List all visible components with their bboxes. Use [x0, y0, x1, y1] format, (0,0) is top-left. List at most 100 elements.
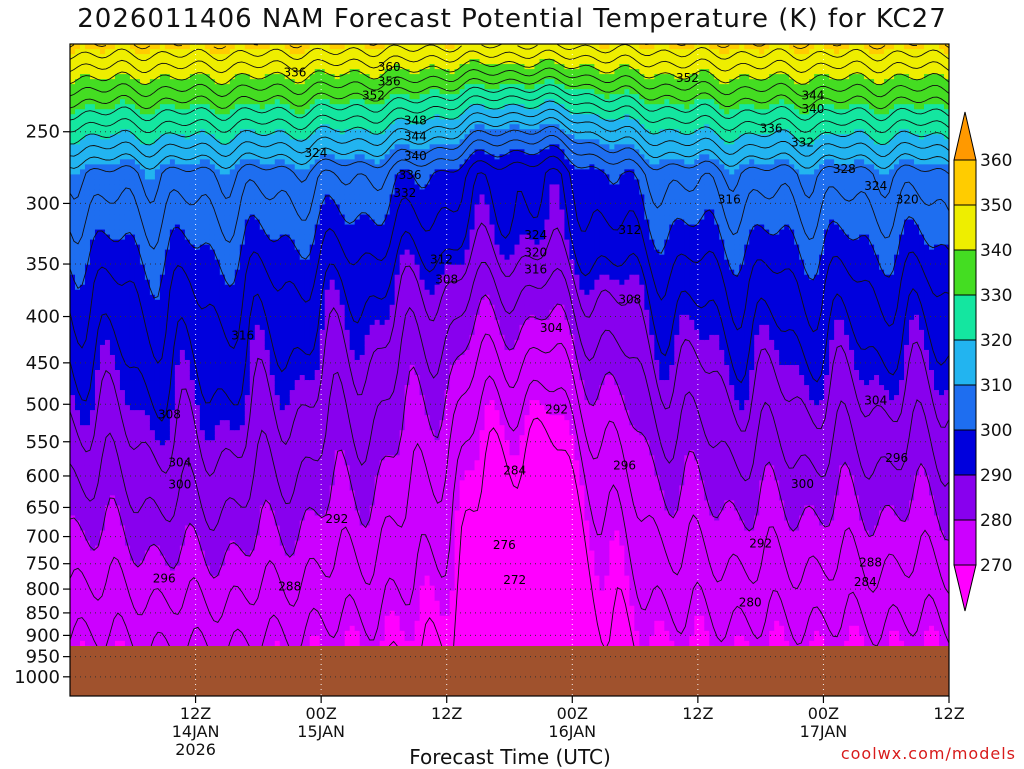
fill-cell [115, 210, 121, 216]
fill-cell [160, 104, 166, 110]
fill-cell [75, 455, 81, 461]
fill-cell [225, 586, 231, 592]
fill-cell [120, 265, 126, 271]
fill-cell [250, 626, 256, 632]
fill-cell [135, 345, 141, 351]
fill-cell [90, 210, 96, 216]
fill-cell [205, 621, 211, 627]
fill-cell [145, 310, 151, 316]
fill-cell [130, 310, 136, 316]
fill-cell [230, 265, 236, 271]
fill-cell [140, 460, 146, 466]
fill-cell [215, 435, 221, 441]
fill-cell [85, 380, 91, 386]
fill-cell [130, 220, 136, 226]
fill-cell [255, 235, 261, 241]
fill-cell [115, 174, 121, 180]
fill-cell [155, 480, 161, 486]
fill-cell [135, 420, 141, 426]
fill-cell [170, 124, 176, 130]
fill-cell [145, 576, 151, 582]
fill-cell [170, 114, 176, 120]
fill-cell [130, 300, 136, 306]
fill-cell [95, 220, 101, 226]
fill-cell [140, 109, 146, 115]
fill-cell [125, 305, 131, 311]
fill-cell [135, 159, 141, 165]
fill-cell [140, 636, 146, 642]
fill-cell [95, 621, 101, 627]
fill-cell [150, 300, 156, 306]
fill-cell [190, 551, 196, 557]
fill-cell [115, 114, 121, 120]
fill-cell [80, 455, 86, 461]
fill-cell [100, 520, 106, 526]
fill-cell [110, 445, 116, 451]
fill-cell [125, 340, 131, 346]
fill-cell [175, 440, 181, 446]
fill-cell [255, 400, 261, 406]
fill-cell [70, 445, 76, 451]
fill-cell [205, 556, 211, 562]
fill-cell [135, 541, 141, 547]
fill-cell [70, 295, 76, 301]
fill-cell [160, 295, 166, 301]
fill-cell [190, 380, 196, 386]
fill-cell [135, 591, 141, 597]
fill-cell [135, 556, 141, 562]
fill-cell [250, 290, 256, 296]
fill-cell [110, 520, 116, 526]
fill-cell [230, 596, 236, 602]
fill-cell [200, 616, 206, 622]
fill-cell [75, 230, 81, 236]
fill-cell [220, 546, 226, 552]
fill-cell [255, 576, 261, 582]
fill-cell [145, 520, 151, 526]
fill-cell [120, 89, 126, 95]
fill-cell [80, 215, 86, 221]
fill-cell [90, 320, 96, 326]
fill-cell [245, 616, 251, 622]
fill-cell [110, 480, 116, 486]
fill-cell [225, 385, 231, 391]
fill-cell [250, 430, 256, 436]
fill-cell [255, 465, 261, 471]
fill-cell [155, 365, 161, 371]
fill-cell [125, 320, 131, 326]
fill-cell [80, 586, 86, 592]
fill-cell [185, 220, 191, 226]
fill-cell [185, 375, 191, 381]
fill-cell [240, 616, 246, 622]
fill-cell [120, 285, 126, 291]
fill-cell [70, 199, 76, 205]
fill-cell [260, 169, 266, 175]
fill-cell [80, 515, 86, 521]
fill-cell [85, 480, 91, 486]
fill-cell [230, 144, 236, 150]
fill-cell [120, 546, 126, 552]
fill-cell [170, 315, 176, 321]
fill-cell [180, 556, 186, 562]
fill-cell [105, 94, 111, 100]
fill-cell [200, 375, 206, 381]
fill-cell [180, 174, 186, 180]
fill-cell [110, 510, 116, 516]
fill-cell [185, 169, 191, 175]
fill-cell [225, 49, 231, 55]
fill-cell [250, 566, 256, 572]
fill-cell [135, 84, 141, 90]
fill-cell [80, 420, 86, 426]
fill-cell [165, 250, 171, 256]
fill-cell [145, 225, 151, 231]
fill-cell [135, 530, 141, 536]
fill-cell [115, 636, 121, 642]
fill-cell [115, 490, 121, 496]
fill-cell [190, 546, 196, 552]
fill-cell [210, 290, 216, 296]
fill-cell [250, 275, 256, 281]
fill-cell [220, 621, 226, 627]
fill-cell [155, 636, 161, 642]
fill-cell [150, 84, 156, 90]
fill-cell [175, 546, 181, 552]
fill-cell [120, 581, 126, 587]
